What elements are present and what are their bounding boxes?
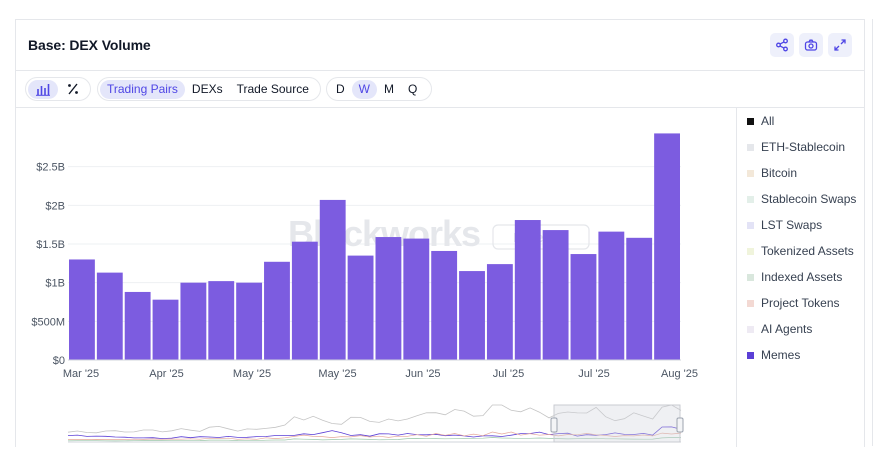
legend-item[interactable]: ETH-Stablecoin — [747, 139, 845, 155]
bar — [487, 264, 513, 360]
x-tick-label: Aug '25 — [661, 368, 698, 380]
x-tick-label: May '25 — [233, 368, 271, 380]
share-button[interactable] — [770, 33, 794, 57]
bar — [97, 273, 123, 360]
legend-label: Indexed Assets — [761, 270, 842, 284]
legend-label: AI Agents — [761, 322, 812, 336]
legend-item[interactable]: Stablecoin Swaps — [747, 191, 856, 207]
bar — [626, 238, 652, 360]
legend-swatch — [747, 196, 754, 203]
legend-label: Memes — [761, 348, 800, 362]
card-right-border — [872, 19, 873, 446]
legend-item[interactable]: Memes — [747, 347, 800, 363]
legend-item[interactable]: All — [747, 113, 774, 129]
download-button[interactable] — [799, 33, 823, 57]
chart-card: Base: DEX Volume — [15, 19, 865, 447]
bar — [459, 271, 485, 360]
y-tick-label: $500M — [31, 316, 65, 328]
bar — [236, 283, 262, 360]
expand-button[interactable] — [828, 33, 852, 57]
legend-label: Bitcoin — [761, 166, 797, 180]
y-tick-label: $2.5B — [36, 162, 65, 174]
bar — [431, 251, 457, 360]
legend-label: LST Swaps — [761, 218, 822, 232]
legend-label: All — [761, 114, 774, 128]
legend-label: ETH-Stablecoin — [761, 140, 845, 154]
x-tick-label: May '25 — [318, 368, 356, 380]
bar — [543, 230, 569, 360]
expand-icon — [833, 38, 847, 52]
y-tick-label: $2B — [45, 200, 65, 212]
y-tick-label: $1.5B — [36, 239, 65, 251]
navigator-right-handle[interactable] — [677, 418, 683, 432]
bar — [264, 262, 290, 360]
legend-item[interactable]: Project Tokens — [747, 295, 840, 311]
bar — [292, 242, 318, 360]
legend-swatch — [747, 274, 754, 281]
legend-swatch — [747, 118, 754, 125]
share-icon — [775, 38, 789, 52]
bar — [598, 232, 624, 360]
bar — [348, 256, 374, 360]
navigator-left-handle[interactable] — [551, 418, 557, 432]
camera-icon — [804, 38, 818, 52]
legend-item[interactable]: LST Swaps — [747, 217, 822, 233]
x-tick-label: Jul '25 — [578, 368, 609, 380]
legend: All ETH-Stablecoin Bitcoin Stablecoin Swaps… — [736, 108, 865, 447]
legend-label: Stablecoin Swaps — [761, 192, 856, 206]
navigator-selection — [554, 405, 680, 442]
bar — [69, 259, 95, 360]
x-tick-label: Jul '25 — [493, 368, 524, 380]
legend-item[interactable]: Indexed Assets — [747, 269, 842, 285]
legend-swatch — [747, 222, 754, 229]
legend-label: Tokenized Assets — [761, 244, 854, 258]
legend-swatch — [747, 170, 754, 177]
bar — [654, 133, 680, 360]
y-tick-label: $0 — [53, 355, 65, 367]
x-tick-label: Apr '25 — [149, 368, 184, 380]
bar — [376, 237, 402, 360]
legend-item[interactable]: Tokenized Assets — [747, 243, 854, 259]
legend-label: Project Tokens — [761, 296, 840, 310]
legend-swatch — [747, 300, 754, 307]
legend-swatch — [747, 144, 754, 151]
legend-swatch — [747, 326, 754, 333]
x-tick-label: Jun '25 — [405, 368, 440, 380]
bar — [320, 200, 346, 360]
bar — [153, 300, 179, 360]
legend-item[interactable]: Bitcoin — [747, 165, 797, 181]
bar — [515, 220, 541, 360]
bar — [208, 281, 234, 360]
x-tick-label: Mar '25 — [63, 368, 99, 380]
bar — [180, 283, 206, 360]
legend-swatch — [747, 248, 754, 255]
bar — [125, 292, 151, 360]
bar — [403, 239, 429, 360]
legend-swatch — [747, 352, 754, 359]
bar — [571, 254, 597, 360]
legend-item[interactable]: AI Agents — [747, 321, 812, 337]
y-tick-label: $1B — [45, 278, 65, 290]
